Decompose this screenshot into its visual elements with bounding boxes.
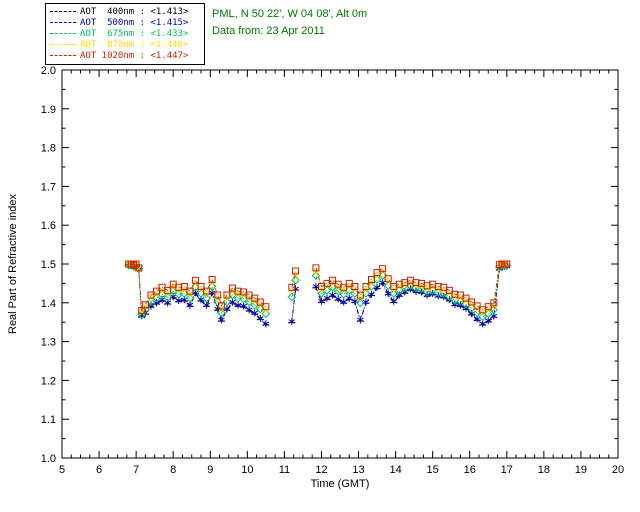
legend: AOT 400nm : <1.413> AOT 500nm : <1.415> … [45, 3, 205, 65]
x-tick-label: 19 [575, 464, 587, 476]
y-tick-label: 1.6 [41, 220, 56, 232]
x-tick-label: 8 [170, 464, 176, 476]
legend-label: AOT 400nm : <1.413> [80, 6, 189, 17]
x-tick-label: 11 [279, 464, 290, 476]
legend-line-sample [50, 10, 76, 13]
legend-line-sample [50, 54, 76, 57]
axes-box [61, 69, 619, 459]
y-tick-label: 1.0 [41, 453, 56, 465]
y-tick-label: 1.8 [41, 143, 56, 155]
y-tick-label: 1.2 [41, 375, 56, 387]
legend-line-sample [50, 43, 76, 46]
y-tick-label: 1.5 [41, 259, 56, 271]
y-tick-label: 1.1 [41, 414, 56, 426]
x-tick-label: 20 [612, 464, 624, 476]
legend-label: AOT 1020nm : <1.447> [80, 50, 189, 61]
series-aot-1020nm [125, 260, 511, 315]
legend-label: AOT 870nm : <1.446> [80, 39, 189, 50]
x-tick-label: 16 [464, 464, 476, 476]
legend-item-1020nm: AOT 1020nm : <1.447> [50, 50, 200, 61]
legend-line-sample [50, 21, 76, 24]
legend-item-870nm: AOT 870nm : <1.446> [50, 39, 200, 50]
legend-line-sample [50, 32, 76, 35]
y-tick-label: 1.7 [41, 181, 56, 193]
x-tick-label: 7 [133, 464, 139, 476]
x-tick-label: 13 [352, 464, 364, 476]
y-tick-label: 1.3 [41, 337, 56, 349]
x-tick-label: 6 [96, 464, 102, 476]
y-axis-title: Real Part of Refractive index [7, 193, 19, 334]
x-tick-label: 15 [427, 464, 439, 476]
legend-item-675nm: AOT 675nm : <1.433> [50, 28, 200, 39]
legend-item-500nm: AOT 500nm : <1.415> [50, 17, 200, 28]
x-tick-label: 12 [315, 464, 327, 476]
x-tick-label: 5 [59, 464, 65, 476]
header: PML, N 50 22', W 04 08', Alt 0m Data fro… [212, 6, 367, 40]
x-tick-label: 9 [207, 464, 213, 476]
x-tick-label: 10 [241, 464, 253, 476]
y-tick-label: 1.4 [41, 298, 56, 310]
x-tick-label: 17 [501, 464, 513, 476]
x-tick-label: 18 [538, 464, 550, 476]
x-axis-title: Time (GMT) [311, 478, 370, 490]
site-location-text: PML, N 50 22', W 04 08', Alt 0m [212, 8, 368, 20]
legend-label: AOT 675nm : <1.433> [80, 28, 189, 39]
legend-item-400nm: AOT 400nm : <1.413> [50, 6, 200, 17]
y-tick-label: 1.9 [41, 104, 56, 116]
data-date-text: Data from: 23 Apr 2011 [212, 25, 325, 37]
x-tick-label: 14 [389, 464, 401, 476]
legend-label: AOT 500nm : <1.415> [80, 17, 189, 28]
y-tick-label: 2.0 [41, 65, 56, 77]
